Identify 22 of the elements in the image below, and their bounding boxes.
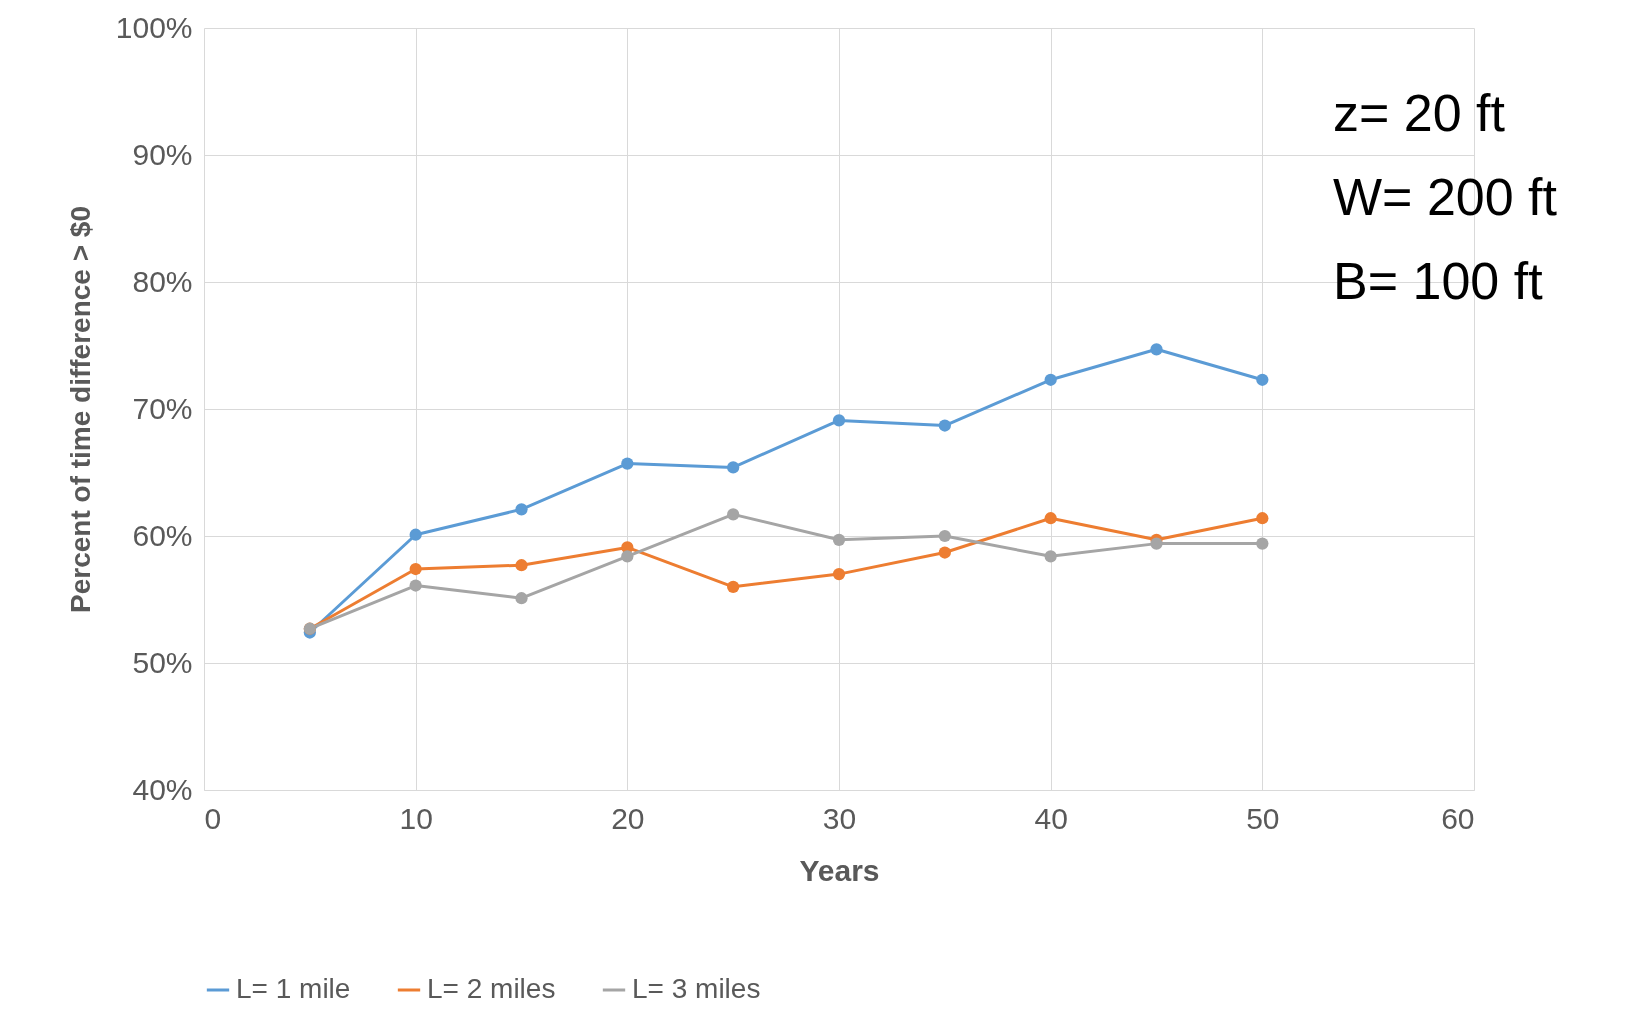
- y-axis-title: Percent of time difference > $0: [64, 206, 96, 613]
- x-tick-label: 0: [204, 801, 222, 835]
- x-tick-label: 20: [611, 801, 645, 835]
- y-tick-label: 70%: [132, 391, 193, 425]
- x-tick-label: 50: [1246, 801, 1280, 835]
- y-tick-label: 60%: [132, 518, 193, 552]
- y-tick-label: 80%: [132, 264, 193, 298]
- legend-label: L= 3 miles: [632, 973, 761, 1004]
- x-tick-label: 60: [1441, 801, 1475, 835]
- y-tick-label: 90%: [132, 137, 193, 171]
- annotation: B= 100 ft: [1333, 252, 1544, 310]
- x-tick-label: 10: [399, 801, 433, 835]
- x-axis-title: Years: [799, 853, 880, 887]
- y-tick-label: 50%: [132, 645, 193, 679]
- y-tick-label: 40%: [132, 772, 193, 806]
- annotation: z= 20 ft: [1333, 84, 1506, 142]
- legend-label: L= 1 mile: [236, 973, 351, 1004]
- legend-label: L= 2 miles: [427, 973, 556, 1004]
- x-tick-label: 40: [1034, 801, 1068, 835]
- y-tick-label: 100%: [115, 10, 193, 44]
- annotation: W= 200 ft: [1333, 168, 1558, 226]
- x-tick-label: 30: [822, 801, 857, 835]
